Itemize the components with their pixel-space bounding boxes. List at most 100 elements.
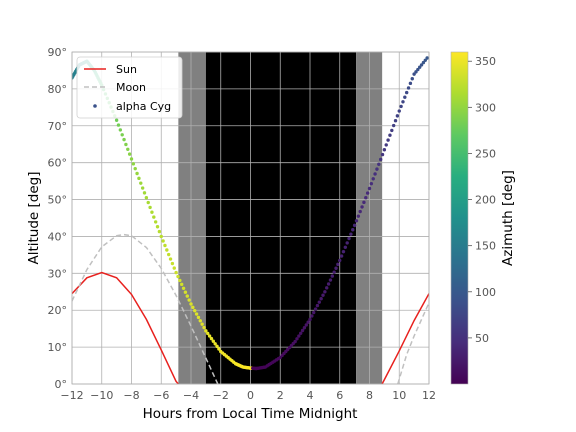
y-tick-label: 30° [48,267,68,280]
legend-star-label: alpha Cyg [116,100,171,113]
colorbar-tick-label: 250 [475,147,496,160]
alpha-cyg-point [401,100,405,104]
alpha-cyg-point [326,282,331,286]
alpha-cyg-point [213,342,217,346]
alpha-cyg-point [204,329,208,333]
colorbar-ticks: 50 100 150 200 250 300 350 [468,55,496,345]
alpha-cyg-point [198,319,202,323]
alpha-cyg-point [345,241,349,245]
alpha-cyg-point [200,322,204,326]
alpha-cyg-point [161,239,165,243]
alpha-cyg-point [393,119,398,123]
alpha-cyg-point [358,209,362,214]
y-tick-label: 50° [48,194,68,207]
alpha-cyg-point [150,210,154,214]
alpha-cyg-point [178,278,182,283]
alpha-cyg-point [341,249,346,254]
alpha-cyg-point [390,128,394,133]
shade-region-1 [205,52,357,384]
colorbar-tick-label: 100 [475,286,496,299]
alpha-cyg-point [116,123,121,127]
x-tick-label: −4 [183,389,199,402]
tick-labels: −12 −10 −8 −6 −4 −2 0 2 4 6 8 10 12 0° 10° 20° 30° 40° 50°… [48,46,437,402]
alpha-cyg-point [211,339,216,343]
alpha-cyg-point [168,257,173,261]
y-tick-label: 20° [48,304,68,317]
alpha-cyg-point [382,148,387,152]
alpha-cyg-point [166,252,171,257]
legend-box [76,56,183,119]
alpha-cyg-point [300,328,305,333]
alpha-cyg-point [302,326,307,330]
alpha-cyg-point [122,137,126,142]
alpha-cyg-point [153,220,158,224]
alpha-cyg-point [194,312,199,316]
colorbar-tick-label: 350 [475,55,496,68]
moon-altitude-line [397,302,429,384]
alpha-cyg-point [351,228,355,232]
alpha-cyg-point [352,223,357,228]
legend: Sun Moon alpha Cyg [76,56,183,119]
alpha-cyg-point [388,133,392,137]
alpha-cyg-point [146,200,150,205]
alpha-cyg-point [408,81,413,86]
alpha-cyg-point [369,181,374,186]
alpha-cyg-point [406,86,411,90]
moon-altitude-line [72,233,219,384]
alpha-cyg-point [185,294,189,298]
legend-moon-label: Moon [116,81,146,94]
x-tick-label: −2 [213,389,229,402]
alpha-cyg-point [180,282,184,287]
x-tick-label: 0 [247,389,254,402]
alpha-cyg-point [378,157,383,162]
y-tick-label: 0° [55,378,68,391]
alpha-cyg-point [191,305,195,310]
alpha-cyg-point [217,347,221,351]
alpha-cyg-point [364,196,368,200]
alpha-cyg-point [323,290,327,294]
alpha-cyg-point [306,320,310,324]
x-tick-label: 8 [366,389,373,402]
alpha-cyg-point [295,337,299,341]
alpha-cyg-point [120,133,124,137]
alpha-cyg-point [391,123,396,128]
y-tick-label: 90° [48,46,68,59]
alpha-cyg-point [215,344,219,349]
alpha-cyg-point [313,307,318,311]
colorbar-tick-label: 200 [475,194,496,207]
alpha-cyg-point [386,138,390,142]
alpha-cyg-point [163,243,167,248]
alpha-cyg-point [414,70,418,74]
alpha-cyg-point [425,56,429,60]
alpha-cyg-point [135,171,139,176]
alpha-cyg-point [133,166,137,171]
alpha-cyg-point [403,95,407,99]
x-axis-label: Hours from Local Time Midnight [143,406,358,422]
legend-sun-label: Sun [116,63,137,76]
sun-altitude-line [381,293,429,384]
colorbar-tick-label: 50 [475,332,489,345]
y-tick-label: 40° [48,230,68,243]
alpha-cyg-point [174,270,178,275]
alpha-cyg-point [124,142,128,147]
alpha-cyg-point [144,196,149,200]
alpha-cyg-point [395,114,400,118]
alpha-cyg-point [308,317,312,322]
alpha-cyg-point [371,177,375,181]
alpha-cyg-point [131,162,136,166]
alpha-cyg-point [297,334,301,338]
alpha-cyg-point [206,331,210,336]
alpha-cyg-point [373,172,377,176]
alpha-cyg-point [319,296,323,301]
alpha-cyg-point [399,104,403,109]
alpha-cyg-point [196,315,201,320]
alpha-cyg-point [377,162,381,166]
alpha-cyg-point [328,278,333,282]
alpha-cyg-point [310,314,314,318]
colorbar-tick-label: 150 [475,240,496,253]
alpha-cyg-point [172,266,176,270]
alpha-cyg-point [189,302,193,306]
x-tick-label: 2 [277,389,284,402]
alpha-cyg-point [356,214,361,218]
alpha-cyg-point [129,157,134,161]
